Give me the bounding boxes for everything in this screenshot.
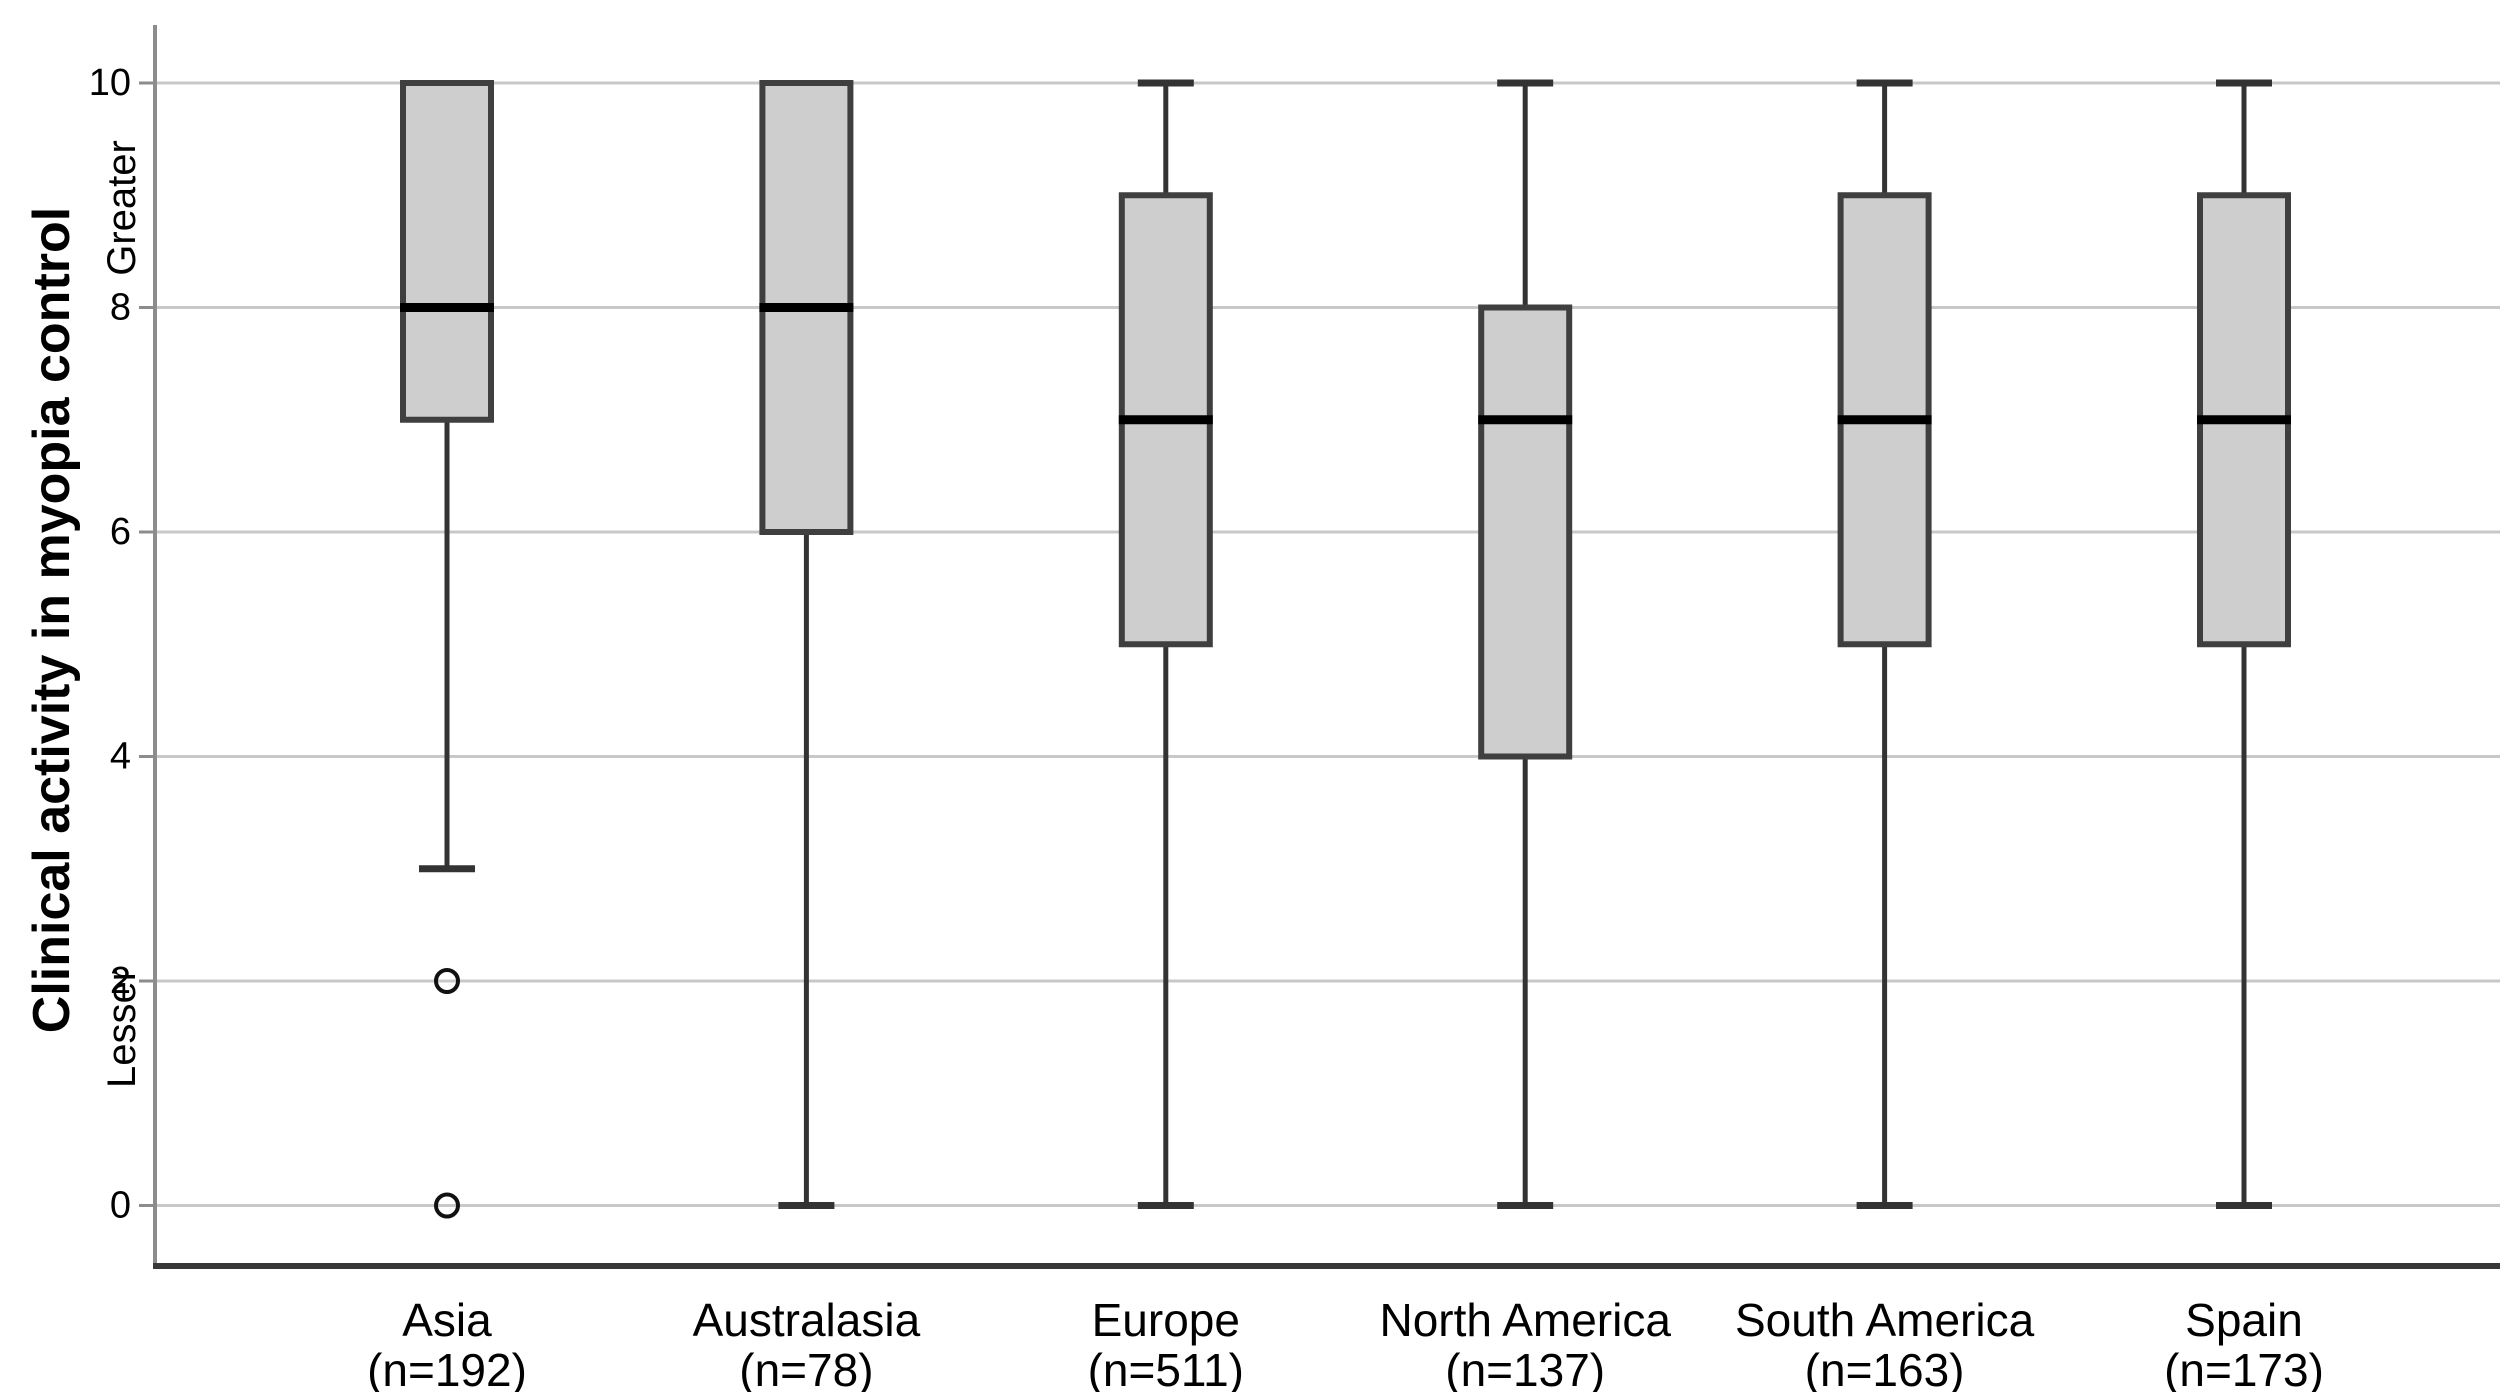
category-label: Europe [1092,1294,1240,1346]
category-label: Asia [402,1294,492,1346]
category-sublabel: (n=192) [367,1344,527,1392]
category-sublabel: (n=511) [1088,1344,1244,1392]
y-tick-label: 6 [110,511,131,553]
y-tick-label: 8 [110,287,131,329]
outlier-point [434,968,460,994]
category-sublabel: (n=173) [2164,1344,2324,1392]
category-label: North America [1379,1294,1671,1346]
category-sublabel: (n=163) [1805,1344,1965,1392]
iqr-box [1478,304,1573,760]
category-sublabel: (n=137) [1445,1344,1605,1392]
category-sublabel: (n=78) [739,1344,873,1392]
y-axis-annotation-greater: Greater [100,140,144,276]
category-label: South America [1735,1294,2035,1346]
outlier-point [434,1192,460,1219]
iqr-box [400,80,494,423]
y-axis-title: Clinical activity in myopia control [23,207,81,1033]
y-tick-label: 2 [110,960,131,1002]
y-tick-label: 4 [110,736,131,778]
y-axis-annotation-lesser: Lesser [100,968,144,1088]
category-label: Australasia [693,1294,921,1346]
y-tick-label: 0 [110,1185,131,1227]
category-label: Spain [2185,1294,2303,1346]
y-tick-label: 10 [89,62,131,104]
